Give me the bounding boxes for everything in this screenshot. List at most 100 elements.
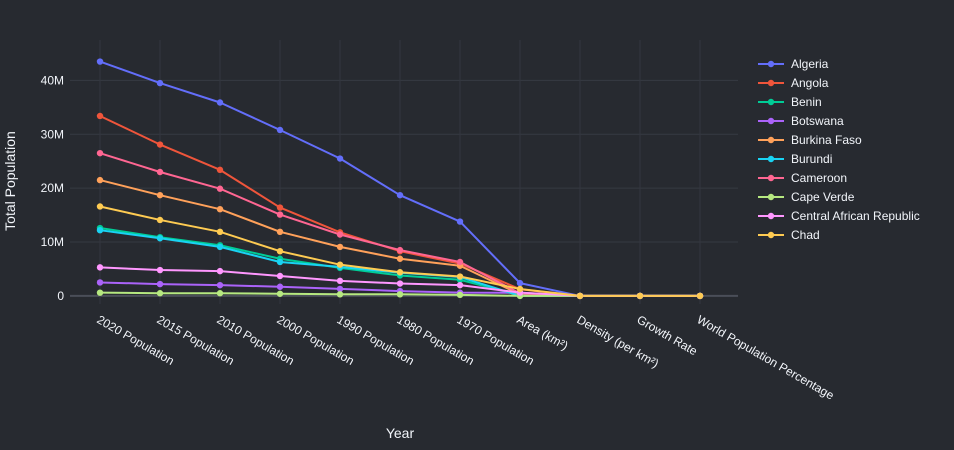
data-point[interactable] — [216, 99, 224, 106]
data-point[interactable] — [156, 191, 164, 199]
data-point[interactable] — [456, 258, 464, 266]
legend-marker — [767, 136, 775, 144]
data-point[interactable] — [96, 226, 104, 234]
data-point[interactable] — [396, 291, 404, 298]
data-point[interactable] — [336, 261, 344, 268]
data-point[interactable] — [216, 205, 224, 213]
legend-item-chad[interactable]: Chad — [758, 228, 820, 242]
legend-item-angola[interactable]: Angola — [758, 76, 829, 90]
legend-item-algeria[interactable]: Algeria — [758, 57, 829, 71]
legend[interactable]: Algeria Angola Benin Botswana Burkina Faso Bu… — [758, 57, 920, 242]
data-point[interactable] — [276, 290, 284, 297]
legend-label: Cameroon — [791, 171, 847, 185]
data-point[interactable] — [636, 292, 644, 300]
data-point[interactable] — [216, 267, 224, 275]
legend-marker — [767, 193, 775, 201]
y-axis-title: Total Population — [2, 131, 18, 231]
data-point[interactable] — [96, 279, 104, 286]
data-point[interactable] — [276, 228, 284, 236]
gridlines — [70, 40, 738, 304]
data-point[interactable] — [396, 191, 404, 199]
data-point[interactable] — [276, 248, 284, 255]
data-point[interactable] — [456, 281, 464, 289]
data-point[interactable] — [156, 235, 164, 242]
y-tick-label: 40M — [41, 73, 64, 87]
data-point[interactable] — [216, 185, 224, 192]
data-point[interactable] — [456, 218, 464, 225]
data-point[interactable] — [156, 141, 164, 148]
legend-item-burkina-faso[interactable]: Burkina Faso — [758, 133, 862, 147]
data-point[interactable] — [96, 176, 104, 184]
legend-marker — [767, 212, 775, 220]
legend-label: Angola — [791, 76, 829, 90]
data-point[interactable] — [216, 166, 224, 174]
data-point[interactable] — [216, 281, 224, 289]
legend-marker — [767, 231, 775, 239]
data-point[interactable] — [456, 273, 464, 280]
data-point[interactable] — [516, 285, 524, 293]
data-point[interactable] — [216, 243, 224, 251]
data-point[interactable] — [96, 289, 104, 296]
data-point[interactable] — [276, 126, 284, 134]
data-point[interactable] — [516, 279, 524, 287]
data-point[interactable] — [96, 264, 104, 271]
legend-item-cape-verde[interactable]: Cape Verde — [758, 190, 855, 204]
data-point[interactable] — [156, 168, 164, 176]
legend-item-benin[interactable]: Benin — [758, 95, 822, 109]
data-point[interactable] — [336, 243, 344, 251]
data-point[interactable] — [216, 228, 224, 236]
data-point[interactable] — [396, 280, 404, 287]
legend-marker — [767, 117, 775, 125]
data-point[interactable] — [96, 203, 104, 210]
data-point[interactable] — [576, 292, 584, 300]
data-point[interactable] — [276, 272, 284, 280]
data-point[interactable] — [156, 216, 164, 224]
legend-marker — [767, 79, 775, 87]
legend-label: Chad — [791, 228, 820, 242]
y-tick-label: 30M — [41, 127, 64, 141]
data-point[interactable] — [156, 79, 164, 87]
data-point[interactable] — [336, 155, 344, 162]
data-point[interactable] — [276, 211, 284, 218]
data-point[interactable] — [276, 283, 284, 290]
legend-item-burundi[interactable]: Burundi — [758, 152, 832, 166]
y-tick-label: 10M — [41, 235, 64, 249]
data-point[interactable] — [396, 246, 404, 254]
legend-marker — [767, 155, 775, 163]
legend-label: Benin — [791, 95, 822, 109]
data-point[interactable] — [396, 269, 404, 276]
data-point[interactable] — [456, 291, 464, 299]
data-point[interactable] — [276, 258, 284, 266]
y-tick-label: 0 — [57, 289, 64, 303]
data-point[interactable] — [96, 112, 104, 120]
legend-label: Burundi — [791, 152, 832, 166]
data-point[interactable] — [396, 255, 404, 262]
legend-label: Central African Republic — [791, 209, 920, 223]
data-point[interactable] — [156, 290, 164, 297]
legend-label: Burkina Faso — [791, 133, 862, 147]
data-point[interactable] — [276, 204, 284, 211]
data-point[interactable] — [156, 280, 164, 288]
data-point[interactable] — [96, 149, 104, 157]
legend-label: Botswana — [791, 114, 844, 128]
legend-item-botswana[interactable]: Botswana — [758, 114, 844, 128]
data-point[interactable] — [156, 266, 164, 274]
data-point[interactable] — [696, 292, 704, 300]
legend-label: Algeria — [791, 57, 829, 71]
data-point[interactable] — [96, 58, 104, 65]
legend-marker — [767, 174, 775, 182]
legend-marker — [767, 60, 775, 68]
data-point[interactable] — [336, 291, 344, 298]
legend-item-central-african-republic[interactable]: Central African Republic — [758, 209, 920, 223]
legend-label: Cape Verde — [791, 190, 855, 204]
series-points — [96, 58, 704, 300]
legend-marker — [767, 98, 775, 106]
data-point[interactable] — [336, 231, 344, 238]
data-point[interactable] — [216, 290, 224, 297]
data-point[interactable] — [336, 285, 344, 293]
legend-item-cameroon[interactable]: Cameroon — [758, 171, 847, 185]
x-tick-label: World Population Percentage — [695, 312, 837, 402]
data-point[interactable] — [336, 277, 344, 285]
